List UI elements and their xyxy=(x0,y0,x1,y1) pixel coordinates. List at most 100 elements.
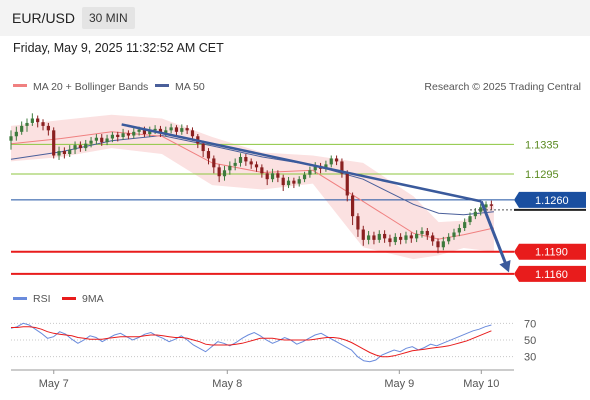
candle-body xyxy=(329,158,333,165)
candle-body xyxy=(206,151,211,159)
candle-body xyxy=(350,195,355,217)
level-labels-layer: 1.1335 1.1295 1.1260 1.1190 1.1160 xyxy=(470,139,586,282)
candle-body xyxy=(105,138,109,143)
candle-body xyxy=(238,156,243,163)
candle-body xyxy=(14,131,18,137)
candle-body xyxy=(356,216,360,230)
level-label-1-1295: 1.1295 xyxy=(525,169,559,181)
candle-body xyxy=(244,156,248,162)
bollinger-band-layer xyxy=(11,114,494,260)
level-tag-1-1190 xyxy=(514,243,586,260)
candle-body xyxy=(447,236,451,242)
candle-body xyxy=(73,145,77,150)
forecast-arrow-shaft xyxy=(479,200,508,265)
candle-body xyxy=(62,151,66,155)
candle-body xyxy=(121,133,125,137)
candle-body xyxy=(270,173,275,180)
candle-body xyxy=(185,128,189,131)
candle-body xyxy=(190,130,195,137)
forecast-arrow-head xyxy=(499,259,511,273)
candle-body xyxy=(228,165,232,171)
candle-body xyxy=(158,128,163,134)
candle-body xyxy=(30,118,34,123)
candle-body xyxy=(292,180,296,184)
candle-body xyxy=(116,134,120,137)
level-label-1-1160: 1.1160 xyxy=(535,269,568,281)
legend-bollinger-swatch xyxy=(13,84,27,87)
timeframe-button[interactable]: 30 MIN xyxy=(82,7,135,29)
x-tick-label: May 10 xyxy=(463,378,499,390)
candle-body xyxy=(281,177,285,186)
level-label-1-1260: 1.1260 xyxy=(535,195,569,207)
level-label-1-1190: 1.1190 xyxy=(535,247,568,259)
candle-body xyxy=(46,125,50,131)
legend-rsi-swatch xyxy=(13,297,27,300)
candle-body xyxy=(36,118,40,123)
candle-body xyxy=(174,127,179,132)
candle-body xyxy=(126,133,131,136)
candle-body xyxy=(431,235,435,242)
candle-body xyxy=(409,235,413,239)
candle-body xyxy=(297,179,301,184)
candle-body xyxy=(377,233,381,240)
candle-body xyxy=(169,127,173,131)
candle-body xyxy=(415,233,419,239)
candle-body xyxy=(132,131,136,136)
candle-body xyxy=(233,162,237,166)
candle-body xyxy=(276,173,280,178)
candle-body xyxy=(489,204,493,206)
candle-body xyxy=(420,230,424,234)
candle-body xyxy=(52,130,56,156)
bollinger-band-area xyxy=(11,114,494,260)
header-bar: EUR/USD 30 MIN xyxy=(0,0,590,36)
candle-body xyxy=(110,134,115,139)
candle-body xyxy=(324,164,328,169)
legend-rsi-ma-label: 9MA xyxy=(82,293,104,305)
candle-body xyxy=(20,125,24,132)
resistance-trendline xyxy=(121,123,482,203)
candle-body xyxy=(388,238,392,243)
rsi-ma-line xyxy=(11,326,492,358)
candle-body xyxy=(254,164,259,168)
candle-body xyxy=(345,173,349,196)
candle-body xyxy=(100,137,104,143)
candle-body xyxy=(340,161,344,174)
symbol-label: EUR/USD xyxy=(12,10,76,26)
candle-body xyxy=(41,122,45,126)
candle-body xyxy=(468,216,472,223)
level-tag-1-1260 xyxy=(514,191,586,208)
datetime-label: Friday, May 9, 2025 11:32:52 AM CET xyxy=(13,41,224,55)
candle-body xyxy=(78,145,82,149)
candle-body xyxy=(142,129,147,135)
candles-layer xyxy=(9,113,493,254)
x-tick-label: May 8 xyxy=(212,378,242,390)
x-tick-label: May 7 xyxy=(39,378,69,390)
candle-body xyxy=(265,173,269,180)
candle-body xyxy=(393,236,397,243)
candle-body xyxy=(372,235,376,240)
x-axis: May 7 May 8 May 9 May 10 xyxy=(11,369,514,390)
rsi-tick-50: 50 xyxy=(524,335,536,347)
candle-body xyxy=(484,204,488,208)
candle-body xyxy=(383,233,387,239)
candle-body xyxy=(404,235,408,240)
credit-label: Research © 2025 Trading Central xyxy=(424,81,581,93)
candle-body xyxy=(249,161,253,165)
candle-body xyxy=(217,167,221,177)
rsi-panel: 70 50 30 xyxy=(10,318,536,364)
rsi-tick-70: 70 xyxy=(524,318,536,330)
level-tag-1-1160 xyxy=(514,265,586,282)
candle-body xyxy=(212,158,216,168)
candle-body xyxy=(313,165,317,171)
candle-body xyxy=(308,170,312,175)
candle-body xyxy=(153,128,157,131)
candle-body xyxy=(286,180,291,186)
candle-body xyxy=(9,136,13,141)
rsi-tick-30: 30 xyxy=(524,352,536,364)
ma20-line xyxy=(10,131,495,240)
candle-body xyxy=(452,232,456,237)
legend-rsi-label: RSI xyxy=(33,293,51,305)
legend-rsi-ma-swatch xyxy=(62,297,76,300)
